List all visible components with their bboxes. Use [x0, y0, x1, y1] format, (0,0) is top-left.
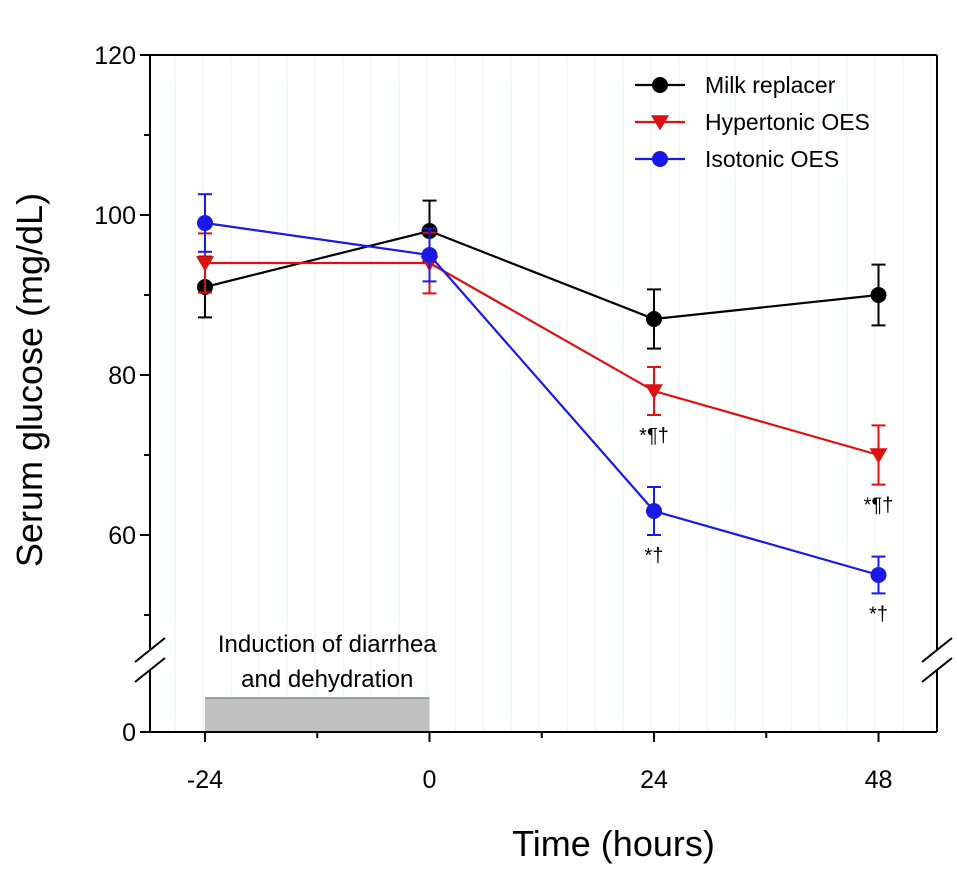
data-point	[652, 77, 668, 93]
significance-annotation: *†	[869, 603, 888, 625]
induction-band	[205, 698, 430, 732]
legend: Milk replacer Hypertonic OES Isotonic OE…	[635, 72, 870, 172]
y-tick-label: 0	[122, 719, 136, 747]
y-tick-label: 60	[108, 522, 136, 550]
axis-break-mark	[134, 657, 166, 683]
series-1	[196, 231, 888, 486]
data-point	[421, 247, 438, 263]
induction-band-label-line2: and dehydration	[241, 666, 413, 693]
axes	[134, 54, 953, 733]
data-point	[645, 384, 663, 400]
data-point	[870, 287, 887, 303]
data-point	[651, 115, 669, 131]
induction-band-label-line1: Induction of diarrhea	[218, 631, 437, 658]
y-axis-title: Serum glucose (mg/dL)	[9, 193, 50, 567]
x-tick-label: 24	[640, 766, 668, 794]
data-point	[870, 567, 887, 583]
legend-label: Isotonic OES	[705, 146, 839, 172]
data-point	[196, 256, 214, 272]
data-point	[197, 215, 213, 231]
axis-break-mark	[921, 637, 953, 663]
legend-label: Hypertonic OES	[705, 109, 870, 135]
series-line	[204, 229, 879, 321]
data-point	[646, 503, 662, 519]
data-point	[652, 151, 668, 167]
y-tick-label: 80	[108, 362, 136, 390]
x-tick-label: 48	[865, 766, 893, 794]
series-layer	[196, 193, 888, 595]
data-point	[869, 448, 888, 464]
significance-annotation: *¶†	[864, 495, 894, 517]
x-axis-title: Time (hours)	[512, 823, 715, 864]
axis-break-mark	[134, 637, 166, 663]
significance-annotation: *¶†	[639, 425, 669, 447]
axis-break-mark	[921, 657, 953, 683]
axis-ticks	[140, 54, 880, 742]
series-2	[197, 193, 887, 595]
legend-label: Milk replacer	[705, 72, 836, 98]
y-tick-label: 120	[94, 42, 136, 70]
y-tick-label: 100	[94, 202, 136, 230]
x-tick-label: -24	[187, 766, 223, 794]
x-tick-label: 0	[423, 766, 437, 794]
significance-annotation: *†	[645, 545, 664, 567]
data-point	[646, 311, 662, 327]
series-line	[205, 261, 879, 457]
series-line	[204, 221, 879, 577]
